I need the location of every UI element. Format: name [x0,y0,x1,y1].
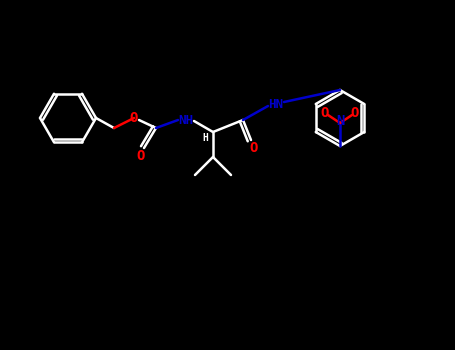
Text: O: O [130,111,138,125]
Text: O: O [137,149,145,163]
Text: NH: NH [178,113,193,126]
Text: HN: HN [268,98,283,111]
Text: O: O [250,141,258,155]
Text: O: O [351,106,359,120]
Text: O: O [321,106,329,120]
Text: N: N [336,114,344,128]
Text: H: H [202,133,208,143]
